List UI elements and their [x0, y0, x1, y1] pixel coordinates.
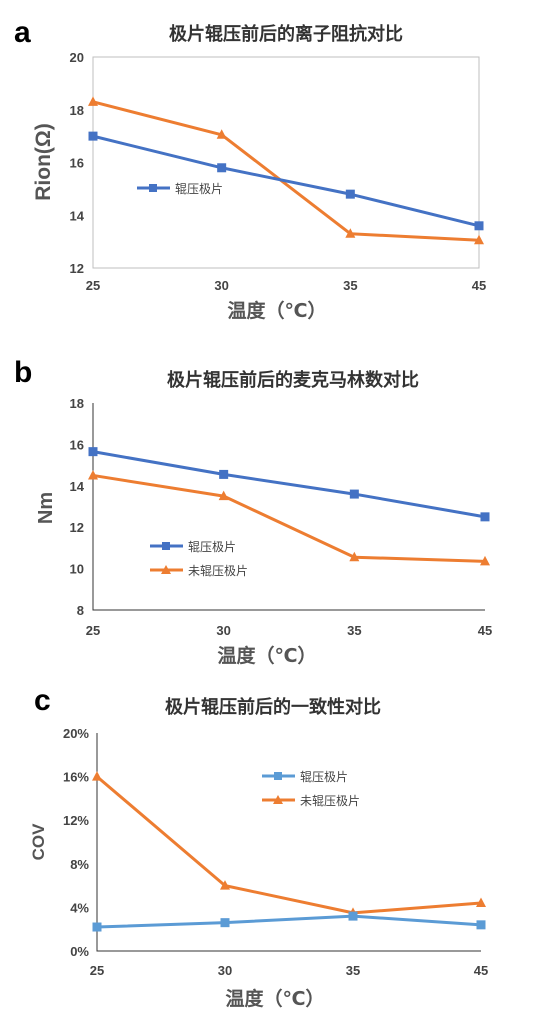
panel-c-series	[92, 771, 486, 932]
panel-b-y-tick: 18	[70, 396, 84, 411]
panel-a-series	[88, 96, 484, 245]
panel-c-series-0-point	[92, 922, 102, 932]
panel-a-series-0-point	[474, 221, 484, 231]
panel-b-series-0-line	[92, 450, 486, 519]
panel-b-x-tick: 25	[86, 623, 100, 638]
panel-c-y-tick: 16%	[63, 770, 89, 785]
panel-b-series-0-point	[219, 469, 229, 479]
panel-c: c 极片辊压前后的一致性对比 0% 4% 8% 12% 16% 20% 25 3…	[29, 684, 488, 1010]
panel-b-legend: 辊压极片 未辊压极片	[150, 540, 248, 578]
panel-c-y-tick: 12%	[63, 813, 89, 828]
panel-a-y-tick: 20	[70, 50, 84, 65]
panel-b-legend-marker	[162, 542, 170, 550]
panel-a-series-0-line	[92, 134, 480, 228]
panel-b-y-tick: 10	[70, 562, 84, 577]
panel-a-x-tick: 45	[472, 278, 486, 293]
panel-b-series-1-point	[88, 469, 98, 480]
panel-b-series-0-point	[88, 447, 98, 457]
panel-c-y-tick: 4%	[70, 900, 89, 915]
panel-c-x-tick: 25	[90, 963, 104, 978]
panel-c-legend-marker	[273, 795, 283, 804]
panel-b-y-ticks: 8 10 12 14 16 18	[70, 396, 85, 618]
panel-b-x-tick: 30	[216, 623, 230, 638]
panel-b-series-1-point	[349, 551, 360, 562]
panel-a-letter: a	[14, 16, 31, 49]
panel-a-series-0-point	[217, 163, 227, 173]
panel-b-y-tick: 12	[70, 520, 84, 535]
panel-a-y-label: Rion(Ω)	[32, 123, 55, 200]
panel-a-x-ticks: 25 30 35 45	[86, 278, 486, 293]
panel-a-x-label: 温度（℃）	[227, 299, 326, 322]
panel-a-y-tick: 16	[70, 156, 84, 171]
panel-b-x-ticks: 25 30 35 45	[86, 623, 492, 638]
panel-c-series-0-line	[96, 914, 482, 929]
panel-c-series-1-point	[476, 897, 486, 908]
panel-c-series-1-point	[92, 771, 102, 781]
panel-c-series-0-point	[348, 911, 358, 921]
panel-c-legend-marker	[274, 772, 282, 780]
panel-b-y-label: Nm	[35, 492, 57, 524]
panel-a-legend-marker	[149, 184, 157, 192]
panel-c-series-0-point	[220, 918, 230, 928]
panel-c-x-ticks: 25 30 35 45	[90, 963, 488, 978]
panel-b: b 极片辊压前后的麦克马林数对比 8 10 12 14 16 18 25 30 …	[14, 356, 492, 667]
panel-a-y-tick: 18	[70, 103, 84, 118]
panel-c-y-tick: 20%	[63, 726, 89, 741]
panel-c-x-label: 温度（℃）	[225, 987, 324, 1010]
panel-a-series-1-point	[474, 234, 484, 245]
panel-c-letter: c	[34, 684, 51, 717]
panel-a: a 极片辊压前后的离子阻抗对比 12 14 16 18 20 25 30 35 …	[14, 16, 486, 322]
panel-a-x-tick: 30	[214, 278, 228, 293]
panel-b-y-tick: 14	[70, 479, 85, 494]
panel-b-series-1-point	[480, 555, 490, 566]
panel-c-x-tick: 35	[346, 963, 360, 978]
panel-a-legend-label: 辊压极片	[175, 182, 223, 196]
panel-a-plot-frame	[92, 56, 480, 269]
panel-a-x-tick: 35	[343, 278, 357, 293]
panel-b-y-tick: 8	[77, 603, 84, 618]
panel-a-series-0-point	[345, 189, 355, 199]
panel-b-series-0-point	[349, 489, 359, 499]
panel-b-title: 极片辊压前后的麦克马林数对比	[167, 369, 419, 391]
panel-c-x-tick: 30	[218, 963, 232, 978]
panel-c-series-0-point	[476, 920, 486, 930]
panel-c-y-tick: 0%	[70, 944, 89, 959]
panel-c-title: 极片辊压前后的一致性对比	[165, 696, 381, 718]
panel-a-series-1-point	[88, 96, 98, 106]
panel-b-x-label: 温度（℃）	[217, 644, 316, 667]
panel-c-series-1-line	[96, 775, 482, 915]
panel-b-y-tick: 16	[70, 437, 84, 452]
panel-a-x-tick: 25	[86, 278, 100, 293]
panel-c-legend-label: 辊压极片	[300, 770, 348, 784]
panel-c-x-tick: 45	[474, 963, 488, 978]
panel-c-series-1-point	[220, 880, 230, 890]
panel-b-letter: b	[14, 356, 32, 389]
panel-b-legend-label: 辊压极片	[188, 540, 236, 554]
panel-c-axes	[96, 733, 481, 952]
panel-b-x-tick: 35	[347, 623, 361, 638]
panel-b-series-1-point	[218, 490, 229, 501]
panel-a-legend: 辊压极片	[137, 182, 223, 196]
panel-a-series-1-point	[345, 228, 356, 238]
panel-b-x-tick: 45	[478, 623, 492, 638]
panel-c-legend: 辊压极片 未辊压极片	[262, 770, 360, 808]
panel-a-y-tick: 12	[70, 261, 84, 276]
panel-a-y-ticks: 12 14 16 18 20	[70, 50, 85, 276]
panel-b-legend-label: 未辊压极片	[188, 564, 248, 578]
panel-a-series-1-point	[216, 129, 227, 139]
panel-a-title: 极片辊压前后的离子阻抗对比	[169, 23, 403, 45]
panel-b-series-0-point	[480, 512, 490, 522]
panel-b-series-1-line	[92, 473, 486, 563]
panel-a-series-0-point	[88, 131, 98, 141]
panel-b-legend-marker	[161, 565, 171, 574]
panel-c-y-ticks: 0% 4% 8% 12% 16% 20%	[63, 726, 89, 959]
panel-a-series-1-line	[92, 100, 480, 242]
panel-a-y-tick: 14	[70, 208, 85, 223]
panel-b-series	[88, 447, 490, 566]
panel-c-y-label: COV	[29, 823, 48, 861]
panel-c-legend-label: 未辊压极片	[300, 794, 360, 808]
panel-c-y-tick: 8%	[70, 857, 89, 872]
